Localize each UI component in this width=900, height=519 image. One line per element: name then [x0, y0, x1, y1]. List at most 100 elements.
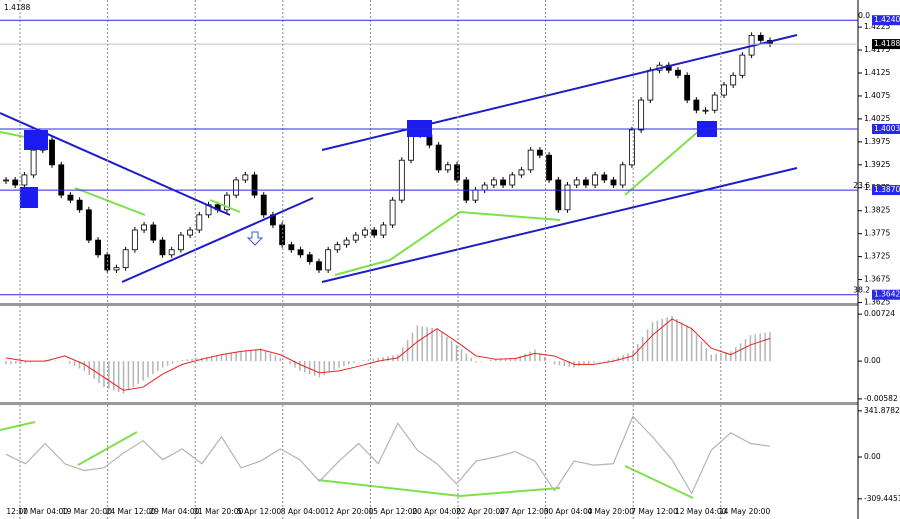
- candle: [306, 254, 313, 263]
- fib-label: 38.2: [853, 286, 870, 295]
- candle: [21, 174, 28, 186]
- candle: [638, 99, 645, 131]
- x-tick-label: 12 May 04:00: [675, 507, 727, 516]
- fib-label: 23.6: [853, 181, 870, 190]
- x-tick-label: 4 May 20:00: [587, 507, 634, 516]
- divergence-line: [317, 479, 561, 498]
- candle: [223, 194, 230, 211]
- candle: [564, 184, 571, 211]
- candle: [702, 109, 709, 112]
- divergence-line: [74, 187, 146, 216]
- candle: [177, 234, 184, 251]
- level-label: 1.4240: [874, 15, 900, 24]
- candle: [389, 199, 396, 226]
- down-arrow: [246, 231, 264, 246]
- candle: [757, 34, 764, 41]
- candle: [352, 234, 359, 241]
- trendline: [321, 34, 798, 151]
- last-price-box: [872, 39, 900, 50]
- candle: [141, 224, 147, 231]
- candle: [297, 249, 304, 256]
- candle: [454, 164, 460, 181]
- x-tick-label: 15 Apr 12:00: [368, 507, 417, 516]
- candle: [536, 149, 543, 156]
- y-tick-label: 1.4025: [864, 114, 890, 123]
- y-tick-label: 1.3825: [864, 206, 890, 215]
- candle: [334, 244, 341, 251]
- y-tick-label: 341.8782: [864, 406, 900, 415]
- x-tick-label: 27 Apr 12:00: [500, 507, 549, 516]
- candle: [500, 179, 506, 186]
- panel-separator: [0, 402, 858, 405]
- candle: [49, 139, 55, 166]
- y-tick-label: -309.4451: [864, 494, 900, 503]
- y-tick-label: 1.3925: [864, 160, 890, 169]
- candle: [58, 164, 65, 196]
- candle: [711, 94, 718, 111]
- x-tick-label: 30 Apr 04:00: [544, 507, 593, 516]
- y-tick-label: 1.4225: [864, 22, 890, 31]
- candle: [721, 84, 727, 96]
- marker-square: [407, 120, 432, 137]
- candle: [85, 209, 92, 241]
- candle: [76, 199, 83, 211]
- candle: [472, 189, 479, 201]
- marks: [3, 32, 773, 273]
- candle: [444, 164, 451, 171]
- trendline: [321, 167, 798, 283]
- drawings: [0, 34, 798, 499]
- level-box: [872, 289, 900, 300]
- candle: [30, 149, 37, 176]
- candle: [67, 194, 74, 201]
- candle: [693, 99, 700, 111]
- y-tick-label: 0.00: [864, 356, 881, 365]
- candle: [675, 69, 681, 76]
- marker-square: [20, 187, 38, 208]
- level-box: [872, 124, 900, 135]
- trendline: [121, 197, 314, 283]
- divergence-line: [209, 199, 241, 213]
- indicator-line: [5, 415, 771, 495]
- x-tick-label: 20 Apr 04:00: [412, 507, 461, 516]
- y-tick-label: 1.4075: [864, 91, 890, 100]
- x-tick-label: 12 Apr 20:00: [325, 507, 374, 516]
- fib-label: 0.0: [858, 11, 870, 20]
- candle: [150, 224, 157, 241]
- candle: [730, 74, 737, 86]
- level-label: 1.3642: [874, 290, 900, 299]
- candle: [582, 179, 589, 186]
- candle: [739, 54, 746, 76]
- candle: [325, 249, 332, 271]
- candle: [122, 249, 129, 269]
- y-tick-label: 1.3975: [864, 137, 890, 146]
- candle: [619, 164, 626, 186]
- candle: [343, 239, 350, 246]
- candle: [95, 239, 101, 256]
- y-tick-label: 0.00724: [864, 309, 895, 318]
- x-tick-label: 29 Mar 04:00: [149, 507, 199, 516]
- candle: [398, 159, 405, 201]
- candle: [647, 69, 654, 101]
- x-tick-label: 14 May 20:00: [719, 507, 771, 516]
- candle: [684, 74, 691, 101]
- level-label: 1.3870: [874, 185, 900, 194]
- x-tick-label: 12:00: [6, 507, 28, 516]
- last-price-header: 1.4188: [4, 3, 30, 12]
- candle: [592, 174, 599, 186]
- candle: [546, 154, 553, 181]
- divergence-line: [334, 210, 561, 276]
- candle: [131, 229, 138, 251]
- candle: [629, 129, 635, 166]
- candle: [288, 244, 295, 251]
- x-tick-label: 7 May 12:00: [631, 507, 678, 516]
- y-tick-label: 1.3725: [864, 252, 890, 261]
- divergence-line: [624, 129, 701, 196]
- y-tick-label: 1.4175: [864, 45, 890, 54]
- divergence-line: [624, 465, 694, 499]
- candle: [251, 174, 258, 196]
- x-tick-label: 8 Apr 04:00: [281, 507, 325, 516]
- candle: [242, 174, 249, 181]
